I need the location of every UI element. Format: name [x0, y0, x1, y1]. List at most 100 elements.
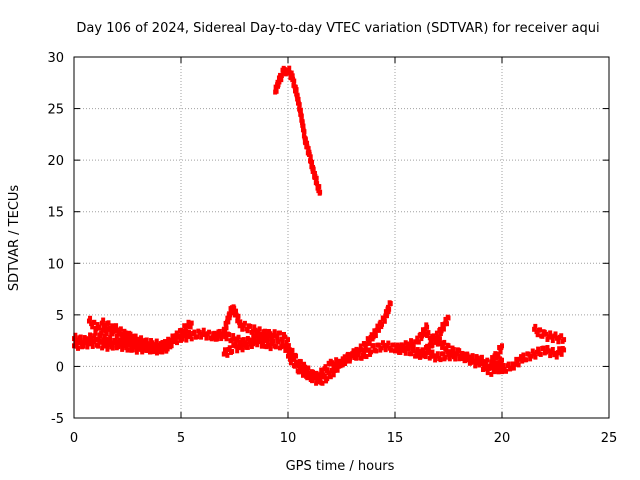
data-point — [104, 343, 109, 349]
data-point — [535, 332, 540, 338]
data-point — [501, 362, 506, 368]
data-point — [516, 362, 521, 368]
data-point — [263, 333, 268, 339]
data-point — [153, 342, 158, 348]
data-point — [299, 113, 304, 119]
data-point — [96, 343, 101, 349]
data-point — [431, 353, 436, 359]
data-point — [384, 313, 389, 319]
data-point — [399, 342, 404, 348]
data-point — [89, 321, 94, 327]
data-point — [281, 70, 286, 76]
data-point — [443, 354, 448, 360]
data-point — [325, 367, 330, 373]
data-point — [147, 349, 152, 355]
data-point — [314, 370, 319, 376]
data-point — [269, 341, 274, 347]
data-point — [292, 78, 297, 84]
data-point — [139, 342, 144, 348]
x-tick-label: 20 — [494, 431, 511, 446]
data-point — [297, 367, 302, 373]
data-point — [185, 323, 190, 329]
data-point — [431, 333, 436, 339]
data-point — [169, 338, 174, 344]
data-point — [290, 356, 295, 362]
data-point — [435, 351, 440, 357]
data-point — [310, 159, 315, 165]
data-point — [490, 355, 495, 361]
data-point — [443, 316, 448, 322]
data-point — [375, 323, 380, 329]
data-point — [139, 335, 144, 341]
data-point — [397, 349, 402, 355]
data-point — [297, 102, 302, 108]
y-tick-label: 30 — [47, 51, 64, 66]
data-point — [238, 319, 243, 325]
data-point — [238, 322, 243, 328]
data-point — [128, 342, 133, 348]
series-group — [72, 65, 567, 386]
data-point — [482, 364, 487, 370]
data-point — [188, 324, 193, 330]
data-point — [513, 361, 518, 367]
data-point — [280, 339, 285, 345]
data-point — [290, 347, 295, 353]
data-point — [207, 329, 212, 335]
data-point — [222, 347, 227, 353]
data-point — [493, 366, 498, 372]
data-point — [465, 352, 470, 358]
data-point — [449, 350, 454, 356]
data-point — [446, 351, 451, 357]
data-point — [393, 348, 397, 354]
data-point — [99, 330, 104, 336]
series-arc-10 — [318, 300, 393, 378]
data-point — [260, 339, 265, 345]
data-point — [88, 332, 93, 338]
data-point — [386, 340, 391, 346]
data-point — [256, 329, 261, 335]
series-arc-13 — [425, 330, 504, 377]
data-point — [409, 338, 414, 344]
data-point — [255, 342, 260, 348]
data-point — [363, 345, 368, 351]
data-point — [318, 372, 323, 378]
data-point — [493, 351, 498, 357]
data-point — [440, 344, 445, 350]
data-point — [186, 319, 191, 325]
data-point — [184, 328, 189, 334]
data-point — [290, 73, 295, 79]
data-point — [325, 376, 330, 382]
data-point — [470, 355, 475, 361]
data-point — [303, 137, 308, 143]
data-point — [556, 339, 561, 345]
data-point — [536, 346, 541, 352]
data-point — [303, 364, 308, 370]
data-point — [541, 345, 546, 351]
data-point — [532, 326, 537, 332]
data-point — [92, 319, 97, 325]
data-point — [382, 316, 387, 322]
data-point — [301, 123, 306, 129]
data-point — [280, 336, 285, 342]
data-point — [336, 363, 341, 369]
data-point — [128, 334, 133, 340]
data-point — [89, 340, 94, 346]
data-point — [200, 331, 205, 337]
data-point — [127, 330, 132, 336]
data-point — [187, 329, 192, 335]
ticks: 0 5 10 15 20 25 -5 0 5 10 15 20 25 30 — [47, 51, 617, 446]
data-point — [201, 327, 206, 333]
data-point — [376, 342, 381, 348]
data-point — [343, 361, 348, 367]
data-point — [267, 342, 272, 348]
data-point — [305, 140, 310, 146]
data-point — [227, 345, 232, 351]
data-point — [306, 365, 311, 371]
data-point — [311, 167, 316, 173]
data-point — [533, 354, 538, 360]
data-point — [101, 317, 106, 323]
data-point — [559, 351, 564, 357]
data-point — [315, 379, 320, 385]
data-point — [545, 336, 550, 342]
data-point — [140, 349, 145, 355]
